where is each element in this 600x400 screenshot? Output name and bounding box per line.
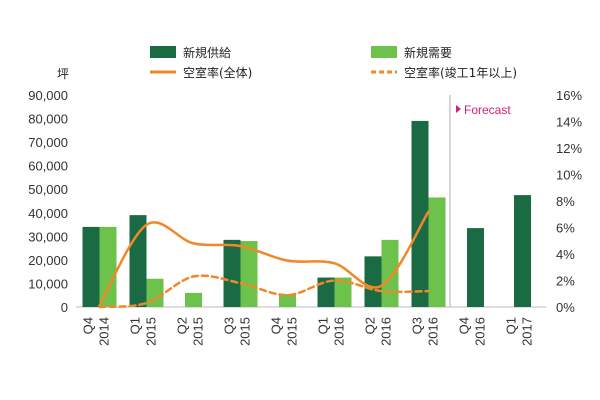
line-vacancy-existing [98, 274, 430, 309]
x-tick-year: 2016 [426, 317, 441, 346]
legend-label-vacancy-all: 空室率(全体) [183, 65, 252, 80]
y-tick-label: 50,000 [28, 182, 68, 197]
x-tick-label: Q2 2016 [363, 317, 394, 346]
y-tick-label: 10,000 [28, 276, 68, 291]
left-axis: 0 10,000 20,000 30,000 40,000 50,000 60,000 70,… [28, 88, 546, 315]
bar-demand [185, 292, 202, 307]
bars [82, 120, 531, 308]
bar-demand [334, 277, 352, 307]
x-tick-year: 2017 [520, 317, 535, 346]
forecast-marker: Forecast [449, 95, 511, 307]
y-tick-label: 70,000 [28, 135, 68, 150]
x-tick-label: Q3 2015 [222, 317, 253, 346]
legend-label-demand: 新規需要 [404, 45, 452, 60]
y-tick-label: 20,000 [28, 253, 68, 268]
legend-swatch-supply [150, 46, 176, 58]
legend-label-vacancy-existing: 空室率(竣工1年以上) [404, 65, 517, 80]
x-tick-label: Q4 2015 [269, 317, 300, 346]
legend-label-supply: 新規供給 [183, 45, 231, 60]
x-tick-quarter: Q4 [269, 317, 284, 334]
x-tick-label: Q2 2015 [175, 317, 206, 346]
x-tick-label: Q1 2016 [316, 317, 347, 346]
y2-tick-label: 16% [556, 88, 582, 103]
bar-demand [240, 241, 258, 307]
x-tick-label: Q1 2017 [504, 317, 535, 346]
bar-supply [411, 120, 429, 308]
y2-tick-label: 8% [556, 194, 575, 209]
bar-demand [279, 294, 296, 307]
x-tick-quarter: Q3 [410, 317, 425, 334]
y2-tick-label: 12% [556, 141, 582, 156]
y2-tick-label: 4% [556, 247, 575, 262]
x-tick-label: Q1 2015 [128, 317, 159, 346]
x-tick-year: 2016 [332, 317, 347, 346]
x-tick-year: 2016 [379, 317, 394, 346]
bar-supply [514, 195, 531, 307]
x-axis: Q4 2014 Q1 2015 Q2 2015 Q3 2015 Q4 2015 Q1 2016 Q2 20… [81, 317, 535, 346]
bar-supply [364, 256, 382, 307]
bar-supply [467, 228, 484, 307]
bar-supply [317, 277, 335, 307]
bar-supply [82, 226, 100, 307]
y2-tick-label: 10% [556, 168, 582, 183]
x-tick-label: Q3 2016 [410, 317, 441, 346]
bar-supply [129, 215, 147, 307]
x-tick-year: 2015 [238, 317, 253, 346]
x-tick-year: 2015 [144, 317, 159, 346]
legend-swatch-demand [371, 46, 397, 58]
y-tick-label: 30,000 [28, 229, 68, 244]
y-tick-label: 90,000 [28, 88, 68, 103]
y-tick-label: 60,000 [28, 159, 68, 174]
bar-supply [223, 239, 241, 307]
y2-tick-label: 14% [556, 115, 582, 130]
y-tick-label: 80,000 [28, 112, 68, 127]
right-axis: 0% 2% 4% 6% 8% 10% 12% 14% 16% [556, 88, 582, 315]
x-tick-quarter: Q1 [316, 317, 331, 334]
y-tick-label: 40,000 [28, 206, 68, 221]
forecast-label: Forecast [464, 103, 511, 117]
x-tick-quarter: Q4 [457, 317, 472, 334]
y2-tick-label: 2% [556, 274, 575, 289]
y-tick-label: 0 [61, 300, 68, 315]
bar-demand [428, 197, 446, 307]
x-tick-quarter: Q1 [504, 317, 519, 334]
x-tick-year: 2015 [285, 317, 300, 346]
x-tick-year: 2016 [473, 317, 488, 346]
x-tick-year: 2014 [97, 317, 112, 346]
x-tick-quarter: Q4 [81, 317, 96, 334]
x-tick-quarter: Q2 [363, 317, 378, 334]
x-tick-year: 2015 [191, 317, 206, 346]
y-axis-unit-label: 坪 [57, 67, 69, 81]
x-tick-quarter: Q1 [128, 317, 143, 334]
x-tick-quarter: Q2 [175, 317, 190, 334]
bar-demand [381, 239, 399, 307]
x-tick-label: Q4 2014 [81, 317, 112, 346]
bar-demand [146, 278, 164, 307]
x-tick-label: Q4 2016 [457, 317, 488, 346]
y2-tick-label: 0% [556, 300, 575, 315]
y2-tick-label: 6% [556, 221, 575, 236]
x-tick-quarter: Q3 [222, 317, 237, 334]
lines [98, 210, 430, 309]
legend: 新規供給 新規需要 空室率(全体) 空室率(竣工1年以上) [150, 45, 517, 80]
forecast-arrow-icon [456, 105, 461, 113]
bar-demand [99, 226, 117, 307]
line-vacancy-all [98, 210, 430, 307]
